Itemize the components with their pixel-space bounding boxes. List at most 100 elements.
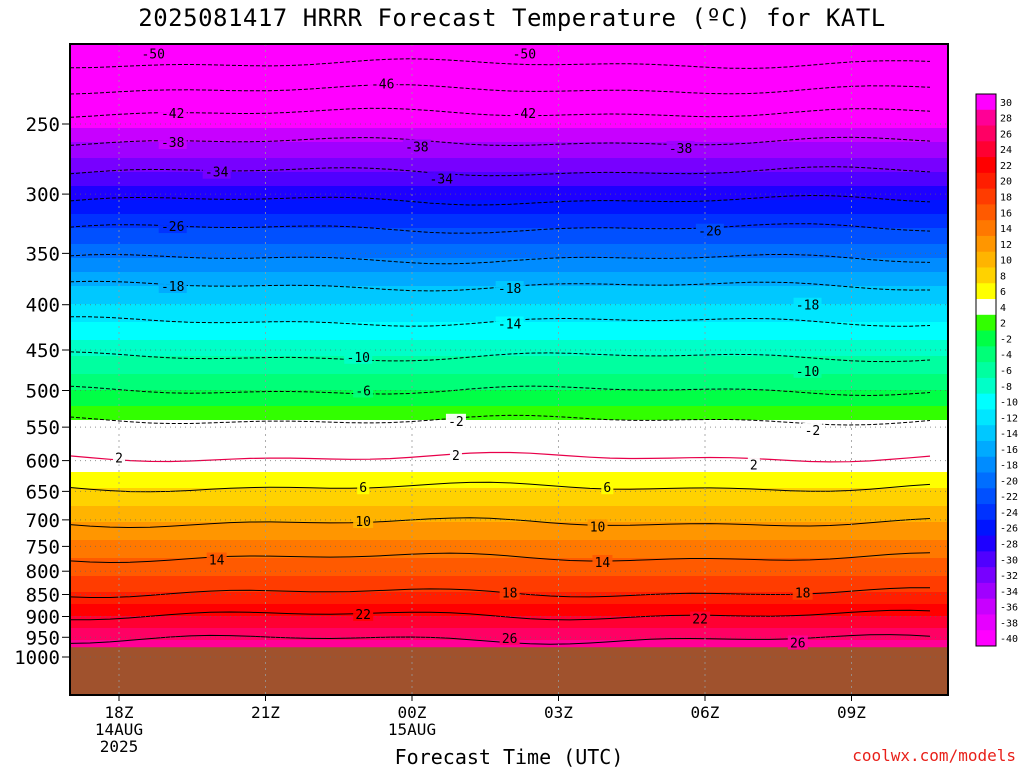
contour-label: -42: [161, 107, 184, 122]
temperature-band: [70, 438, 948, 441]
temperature-band: [70, 544, 948, 547]
y-tick-label: 900: [26, 606, 60, 628]
contour-label: -42: [513, 107, 536, 122]
temperature-band: [70, 510, 948, 513]
temperature-band: [70, 148, 948, 151]
colorbar-label: -36: [1000, 603, 1018, 614]
contour-label-bg: [202, 164, 231, 179]
temperature-band: [70, 368, 948, 371]
y-tick-label: 650: [26, 481, 60, 503]
contour-line: [69, 451, 931, 463]
temperature-band: [70, 106, 948, 109]
contour-label-bg: [499, 631, 520, 646]
temperature-band: [70, 254, 948, 257]
temperature-band: [70, 468, 948, 471]
temperature-band: [70, 152, 948, 155]
temperature-band: [70, 484, 948, 487]
temperature-band: [70, 396, 948, 399]
temperature-band: [70, 220, 948, 223]
credit-link[interactable]: coolwx.com/models: [852, 746, 1016, 765]
temperature-band: [70, 562, 948, 565]
temperature-band: [70, 210, 948, 213]
colorbar-label: 6: [1000, 287, 1006, 298]
temperature-band: [70, 312, 948, 315]
temperature-band: [70, 186, 948, 189]
temperature-band: [70, 70, 948, 73]
colorbar-swatch: [976, 504, 996, 521]
colorbar-label: 10: [1000, 256, 1012, 267]
temperature-band: [70, 528, 948, 531]
temperature-band: [70, 358, 948, 361]
contour-line: [69, 316, 931, 327]
temperature-band: [70, 178, 948, 181]
temperature-band: [70, 176, 948, 179]
temperature-band: [70, 222, 948, 225]
temperature-band: [70, 122, 948, 125]
colorbar-swatch: [976, 125, 996, 142]
contour-label-bg: [747, 457, 760, 472]
temperature-band: [70, 84, 948, 87]
y-tick-label: 300: [26, 184, 60, 206]
colorbar-label: -2: [1000, 334, 1012, 345]
temperature-band: [70, 382, 948, 385]
temperature-band: [70, 142, 948, 145]
temperature-band: [70, 58, 948, 61]
temperature-band: [70, 242, 948, 245]
colorbar-label: 24: [1000, 145, 1012, 156]
contour-label-bg: [445, 413, 466, 428]
temperature-band: [70, 206, 948, 209]
temperature-band: [70, 52, 948, 55]
contour-label-bg: [353, 513, 374, 528]
temperature-band: [70, 172, 948, 175]
contour-label-bg: [695, 223, 724, 238]
temperature-band: [70, 602, 948, 605]
temperature-band: [70, 332, 948, 335]
colorbar-swatch: [976, 425, 996, 442]
contour-label-bg: [495, 281, 524, 296]
contour-line: [69, 351, 931, 363]
colorbar-label: 4: [1000, 303, 1006, 314]
temperature-band: [70, 202, 948, 205]
contour-label: -2: [448, 415, 464, 430]
colorbar-label: 2: [1000, 319, 1006, 330]
x-tick-label: 09Z: [837, 703, 866, 722]
temperature-band: [70, 334, 948, 337]
x-tick-label: 18Z: [105, 703, 134, 722]
contour-label: -2: [805, 424, 821, 439]
temperature-band: [70, 618, 948, 621]
temperature-band: [70, 502, 948, 505]
temperature-band: [70, 268, 948, 271]
temperature-band: [70, 216, 948, 219]
contour-label: -34: [205, 166, 229, 181]
temperature-band: [70, 576, 948, 579]
contour-label: -26: [698, 225, 721, 240]
temperature-band: [70, 204, 948, 207]
temperature-band: [70, 302, 948, 305]
temperature-band: [70, 522, 948, 525]
temperature-band: [70, 540, 948, 543]
contour-label: -6: [355, 385, 371, 400]
contour-label-bg: [510, 106, 539, 121]
contour-label: -46: [371, 77, 394, 92]
temperature-band: [70, 402, 948, 405]
temperature-band: [70, 464, 948, 467]
colorbar-swatch: [976, 567, 996, 584]
temperature-band: [70, 488, 948, 491]
contour-line: [69, 107, 931, 118]
temperature-band: [70, 404, 948, 407]
temperature-band: [70, 158, 948, 161]
x-tick-label: 00Z: [398, 703, 427, 722]
contour-label: 6: [359, 481, 367, 496]
temperature-band: [70, 362, 948, 365]
plot-frame: [69, 43, 949, 696]
temperature-band: [70, 82, 948, 85]
temperature-band: [70, 494, 948, 497]
temperature-band: [70, 342, 948, 345]
colorbar-swatch: [976, 283, 996, 300]
temperature-band: [70, 244, 948, 247]
temperature-band: [70, 442, 948, 445]
contour-label-bg: [793, 297, 822, 312]
colorbar-swatch: [976, 188, 996, 205]
temperature-band: [70, 372, 948, 375]
colorbar-label: 14: [1000, 224, 1012, 235]
